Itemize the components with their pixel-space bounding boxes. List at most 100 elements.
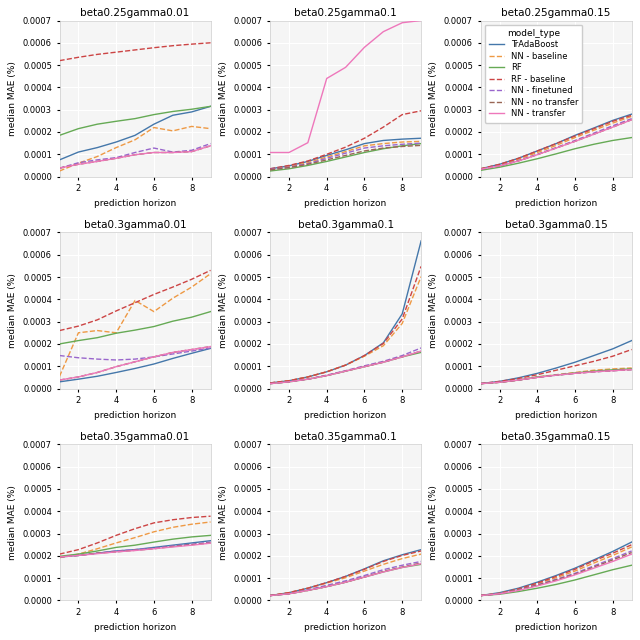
NN - no transfer [266, 166, 274, 173]
RF [75, 550, 83, 558]
NN - baseline [533, 148, 541, 156]
NN - no transfer [360, 363, 368, 371]
RF - baseline [113, 532, 120, 540]
NN - finetuned [342, 367, 349, 374]
RF - baseline [285, 589, 293, 596]
NN - no transfer [188, 346, 195, 353]
RF [75, 337, 83, 344]
Line: NN - transfer: NN - transfer [270, 351, 421, 383]
TrAdaBoost [285, 162, 293, 170]
RF [533, 584, 541, 592]
NN - baseline [552, 371, 560, 378]
NN - finetuned [628, 547, 636, 555]
Line: NN - no transfer: NN - no transfer [270, 351, 421, 383]
RF - baseline [323, 150, 330, 158]
TrAdaBoost [571, 358, 579, 366]
NN - transfer [398, 353, 406, 361]
TrAdaBoost [150, 360, 158, 368]
NN - baseline [93, 545, 101, 552]
TrAdaBoost [75, 375, 83, 383]
RF - baseline [571, 565, 579, 573]
Line: TrAdaBoost: TrAdaBoost [270, 241, 421, 383]
RF - baseline [266, 592, 274, 600]
Line: NN - finetuned: NN - finetuned [481, 118, 632, 169]
NN - no transfer [266, 592, 274, 600]
NN - no transfer [609, 367, 616, 374]
NN - finetuned [56, 553, 63, 561]
TrAdaBoost [169, 355, 177, 362]
RF [342, 579, 349, 586]
TrAdaBoost [495, 161, 503, 168]
NN - finetuned [571, 570, 579, 577]
NN - finetuned [266, 380, 274, 387]
NN - no transfer [571, 138, 579, 145]
NN - transfer [285, 590, 293, 598]
RF [380, 358, 387, 366]
RF [533, 155, 541, 163]
Line: TrAdaBoost: TrAdaBoost [60, 348, 211, 382]
NN - transfer [150, 148, 158, 156]
RF [380, 568, 387, 576]
NN - no transfer [150, 148, 158, 156]
NN - finetuned [131, 355, 139, 363]
RF - baseline [75, 546, 83, 554]
TrAdaBoost [188, 108, 195, 116]
TrAdaBoost [342, 146, 349, 154]
Line: NN - finetuned: NN - finetuned [481, 551, 632, 596]
X-axis label: prediction horizon: prediction horizon [305, 623, 387, 632]
NN - finetuned [323, 582, 330, 589]
NN - transfer [75, 552, 83, 559]
NN - finetuned [207, 140, 214, 147]
NN - finetuned [609, 122, 616, 129]
NN - transfer [169, 148, 177, 156]
TrAdaBoost [398, 551, 406, 559]
RF - baseline [56, 550, 63, 558]
NN - finetuned [533, 374, 541, 381]
NN - transfer [495, 162, 503, 170]
NN - finetuned [169, 542, 177, 550]
NN - baseline [93, 326, 101, 334]
NN - no transfer [113, 154, 120, 162]
Line: NN - baseline: NN - baseline [481, 547, 632, 596]
NN - baseline [342, 148, 349, 156]
NN - transfer [56, 376, 63, 384]
TrAdaBoost [207, 537, 214, 545]
NN - transfer [628, 116, 636, 124]
NN - transfer [207, 540, 214, 547]
NN - baseline [477, 380, 484, 387]
RF - baseline [552, 140, 560, 147]
RF - baseline [628, 541, 636, 548]
NN - transfer [266, 380, 274, 387]
NN - finetuned [515, 157, 522, 164]
RF - baseline [628, 111, 636, 119]
NN - finetuned [552, 144, 560, 152]
TrAdaBoost [131, 131, 139, 139]
NN - transfer [188, 148, 195, 156]
RF - baseline [515, 374, 522, 382]
NN - finetuned [285, 163, 293, 171]
NN - transfer [552, 577, 560, 585]
Y-axis label: median MAE (%): median MAE (%) [429, 485, 438, 560]
NN - transfer [417, 560, 425, 568]
NN - no transfer [495, 378, 503, 386]
RF [75, 125, 83, 132]
TrAdaBoost [628, 538, 636, 546]
NN - baseline [323, 153, 330, 161]
RF - baseline [188, 40, 195, 48]
TrAdaBoost [56, 378, 63, 386]
NN - no transfer [75, 161, 83, 168]
NN - baseline [628, 543, 636, 551]
TrAdaBoost [113, 369, 120, 376]
Line: NN - baseline: NN - baseline [481, 368, 632, 383]
Line: NN - baseline: NN - baseline [270, 554, 421, 596]
NN - no transfer [169, 349, 177, 356]
Y-axis label: median MAE (%): median MAE (%) [8, 61, 17, 136]
RF [495, 163, 503, 171]
Line: TrAdaBoost: TrAdaBoost [270, 550, 421, 596]
NN - baseline [150, 528, 158, 536]
NN - transfer [477, 380, 484, 387]
NN - no transfer [131, 547, 139, 554]
RF - baseline [131, 525, 139, 532]
Line: NN - no transfer: NN - no transfer [481, 120, 632, 169]
NN - finetuned [56, 352, 63, 360]
